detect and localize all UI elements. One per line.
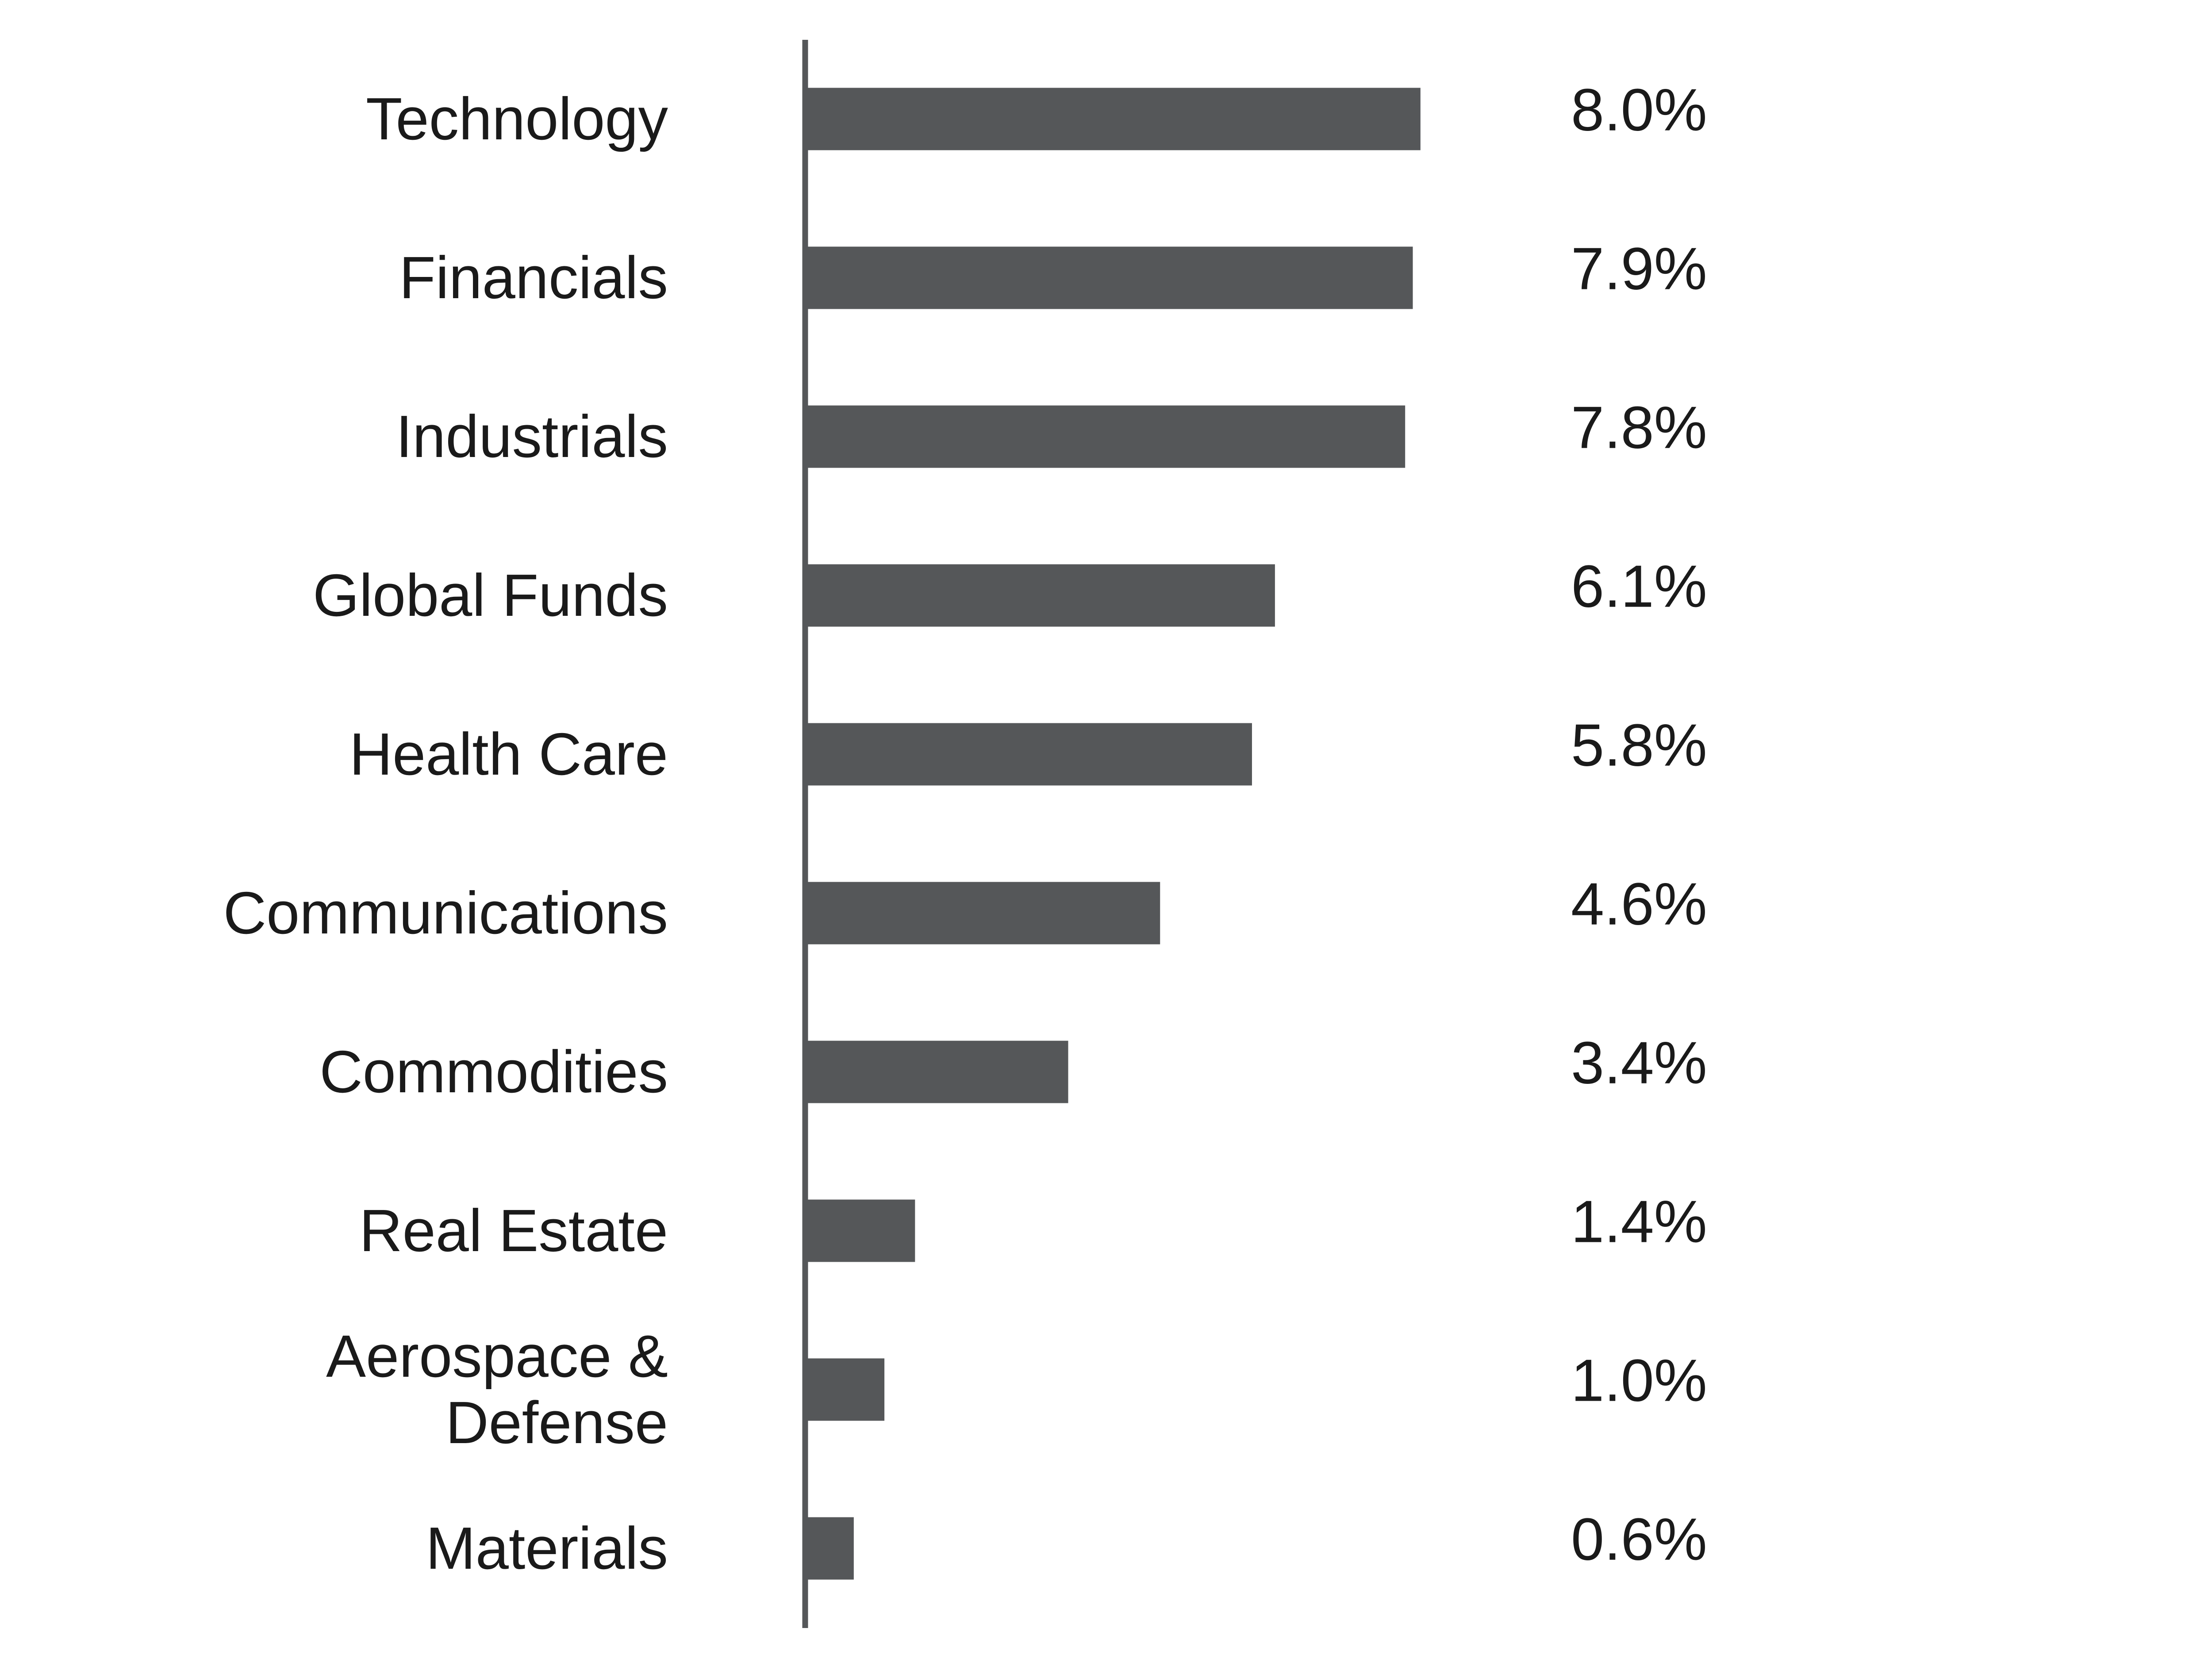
category-label: Commodities	[319, 1038, 668, 1105]
category-label-box: Aerospace & Defense	[159, 1314, 668, 1465]
value-label: 3.4%	[1571, 1029, 1707, 1096]
category-label: Materials	[426, 1515, 668, 1582]
bar	[808, 246, 1413, 309]
bar	[808, 1199, 915, 1262]
category-label: Financials	[399, 244, 668, 311]
category-label-box: Materials	[159, 1473, 668, 1624]
category-label-box: Global Funds	[159, 520, 668, 671]
value-label: 7.8%	[1571, 394, 1707, 461]
value-label: 8.0%	[1571, 77, 1707, 143]
category-label: Communications	[223, 879, 668, 946]
bar	[808, 88, 1421, 150]
bar	[808, 564, 1275, 627]
bar	[808, 882, 1160, 945]
bar	[808, 405, 1406, 468]
value-label: 6.1%	[1571, 553, 1707, 620]
category-label: Real Estate	[359, 1197, 668, 1264]
category-label-box: Real Estate	[159, 1156, 668, 1306]
bar	[808, 1517, 854, 1580]
bar	[808, 723, 1252, 786]
category-label: Technology	[366, 85, 668, 152]
value-label: 4.6%	[1571, 871, 1707, 937]
value-label: 5.8%	[1571, 712, 1707, 779]
category-label: Global Funds	[313, 562, 668, 629]
value-label: 7.9%	[1571, 235, 1707, 302]
category-label-box: Industrials	[159, 361, 668, 512]
category-label-box: Financials	[159, 203, 668, 353]
value-label: 0.6%	[1571, 1506, 1707, 1573]
value-label: 1.4%	[1571, 1188, 1707, 1255]
value-label: 1.0%	[1571, 1347, 1707, 1414]
category-label: Industrials	[396, 403, 668, 470]
bar	[808, 1358, 885, 1421]
category-label: Aerospace & Defense	[326, 1323, 668, 1456]
category-label-box: Technology	[159, 44, 668, 194]
bar	[808, 1041, 1068, 1103]
category-label-box: Health Care	[159, 679, 668, 830]
category-label: Health Care	[349, 721, 668, 787]
category-label-box: Commodities	[159, 997, 668, 1147]
category-label-box: Communications	[159, 838, 668, 988]
